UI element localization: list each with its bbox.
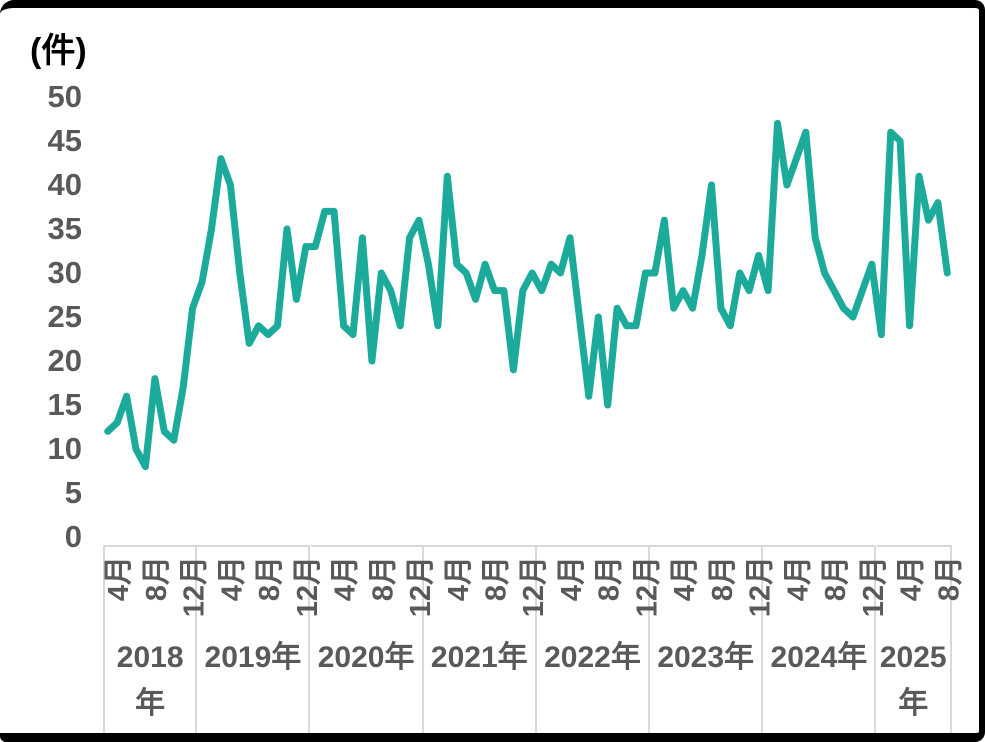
x-month-tick-label: 12月 <box>518 556 550 617</box>
y-tick-label: 25 <box>47 299 82 334</box>
x-month-tick-label: 8月 <box>141 556 173 601</box>
x-month-tick-label: 12月 <box>405 556 437 617</box>
y-tick-label: 15 <box>47 387 82 422</box>
x-year-label: 2018 年 <box>116 641 184 720</box>
x-year-label: 2021年 <box>430 641 528 674</box>
x-month-tick-label: 4月 <box>669 556 701 601</box>
y-axis-unit-label: (件) <box>30 32 87 70</box>
y-tick-label: 0 <box>64 519 82 554</box>
x-month-tick-label: 8月 <box>707 556 739 601</box>
data-line <box>104 119 951 471</box>
x-year-cell: 2021年 <box>423 545 537 735</box>
x-year-label: 2023年 <box>657 641 755 674</box>
x-month-tick-label: 8月 <box>254 556 286 601</box>
x-month-tick-label: 8月 <box>481 556 513 601</box>
y-tick-label: 30 <box>47 255 82 290</box>
x-year-label: 2020年 <box>317 641 415 674</box>
x-month-tick-label: 4月 <box>556 556 588 601</box>
x-month-tick-label: 4月 <box>443 556 475 601</box>
x-year-label: 2024年 <box>770 641 868 674</box>
y-tick-label: 5 <box>64 475 82 510</box>
x-year-label: 2022年 <box>544 641 641 674</box>
x-year-cell: 2025 年 <box>876 545 952 735</box>
y-axis-tick-labels: 0 5 10 15 20 25 30 35 40 45 50 <box>0 0 82 742</box>
x-year-cell: 2018 年 <box>103 545 198 735</box>
x-year-cell: 2024年 <box>763 545 877 735</box>
x-year-label: 2025 年 <box>879 641 947 720</box>
x-year-cell: 2022年 <box>536 545 651 735</box>
x-month-tick-label: 8月 <box>820 556 852 601</box>
x-month-tick-label: 4月 <box>782 556 814 601</box>
x-month-tick-label: 4月 <box>330 556 362 601</box>
y-tick-label: 40 <box>47 167 82 202</box>
x-year-cell: 2023年 <box>650 545 764 735</box>
y-tick-label: 45 <box>47 123 82 158</box>
x-month-tick-label: 8月 <box>933 556 965 601</box>
x-month-tick-label: 12月 <box>292 556 324 617</box>
x-year-cell: 2020年 <box>310 545 424 735</box>
x-month-tick-label: 4月 <box>103 556 135 601</box>
y-tick-label: 35 <box>47 211 82 246</box>
x-year-cell: 2019年 <box>197 545 311 735</box>
x-month-tick-label: 12月 <box>631 556 663 617</box>
y-tick-label: 10 <box>47 431 82 466</box>
x-year-label: 2019年 <box>204 641 302 674</box>
x-month-tick-label: 8月 <box>367 556 399 601</box>
x-month-tick-label: 4月 <box>896 556 928 601</box>
x-month-tick-label: 12月 <box>745 556 777 617</box>
y-tick-label: 50 <box>47 79 82 114</box>
x-month-tick-label: 4月 <box>216 556 248 601</box>
x-month-tick-label: 8月 <box>594 556 626 601</box>
x-month-tick-label: 12月 <box>179 556 211 617</box>
y-tick-label: 20 <box>47 343 82 378</box>
x-month-tick-label: 12月 <box>858 556 890 617</box>
